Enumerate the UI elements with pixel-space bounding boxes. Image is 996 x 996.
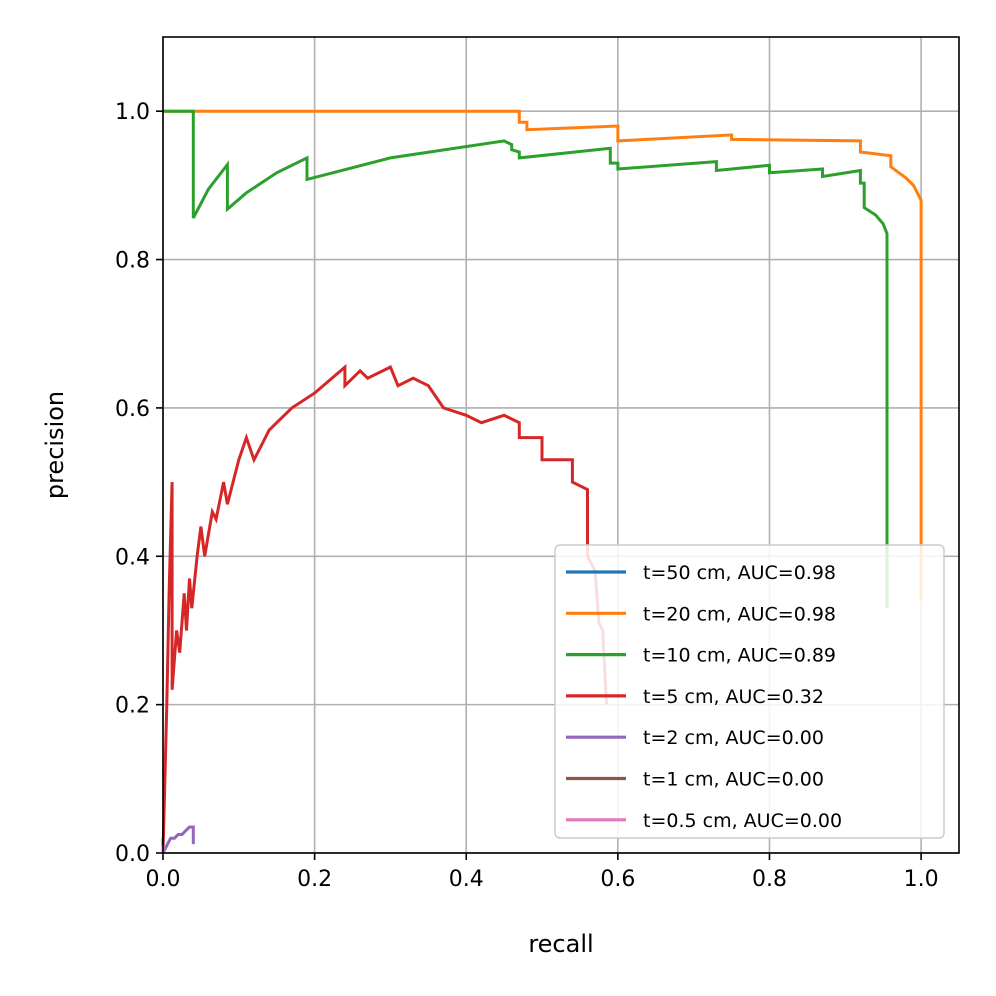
- x-tick-label: 0.4: [449, 867, 484, 892]
- x-tick-label: 0.6: [600, 867, 635, 892]
- series-line-2: [163, 109, 889, 609]
- y-tick-label: 0.0: [115, 842, 150, 867]
- grid-lines: [162, 37, 959, 854]
- y-tick-label: 0.4: [115, 545, 150, 570]
- legend-label: t=1 cm, AUC=0.00: [643, 769, 824, 791]
- legend-label: t=5 cm, AUC=0.32: [643, 686, 824, 708]
- axis-ticks: 0.0 0.2 0.4 0.6 0.8 1.0 0.0 0.2 0.4 0.6 0.8 1.0: [115, 100, 939, 892]
- y-tick-label: 0.6: [115, 397, 150, 422]
- y-tick-label: 1.0: [115, 100, 150, 125]
- y-axis-label: precision: [41, 391, 69, 499]
- legend-label: t=0.5 cm, AUC=0.00: [643, 810, 842, 832]
- legend-label: t=20 cm, AUC=0.98: [643, 603, 836, 625]
- y-tick-label: 0.8: [115, 249, 150, 274]
- y-tick-label: 0.2: [115, 694, 150, 719]
- legend-label: t=50 cm, AUC=0.98: [643, 562, 836, 584]
- x-tick-label: 0.0: [146, 867, 181, 892]
- plot-frame: [162, 36, 960, 854]
- x-axis-label: recall: [528, 930, 593, 958]
- legend-label: t=2 cm, AUC=0.00: [643, 727, 824, 749]
- series-line-1: [163, 109, 923, 601]
- x-tick-label: 1.0: [904, 867, 939, 892]
- legend-box: [554, 544, 945, 839]
- legend-label: t=10 cm, AUC=0.89: [643, 645, 836, 667]
- series-layer: [161, 109, 923, 854]
- series-line-4: [161, 825, 195, 854]
- series-line-3: [161, 363, 608, 854]
- x-tick-label: 0.2: [297, 867, 332, 892]
- x-tick-label: 0.8: [752, 867, 787, 892]
- legend: t=50 cm, AUC=0.98 t=20 cm, AUC=0.98 t=10 c…: [554, 544, 945, 839]
